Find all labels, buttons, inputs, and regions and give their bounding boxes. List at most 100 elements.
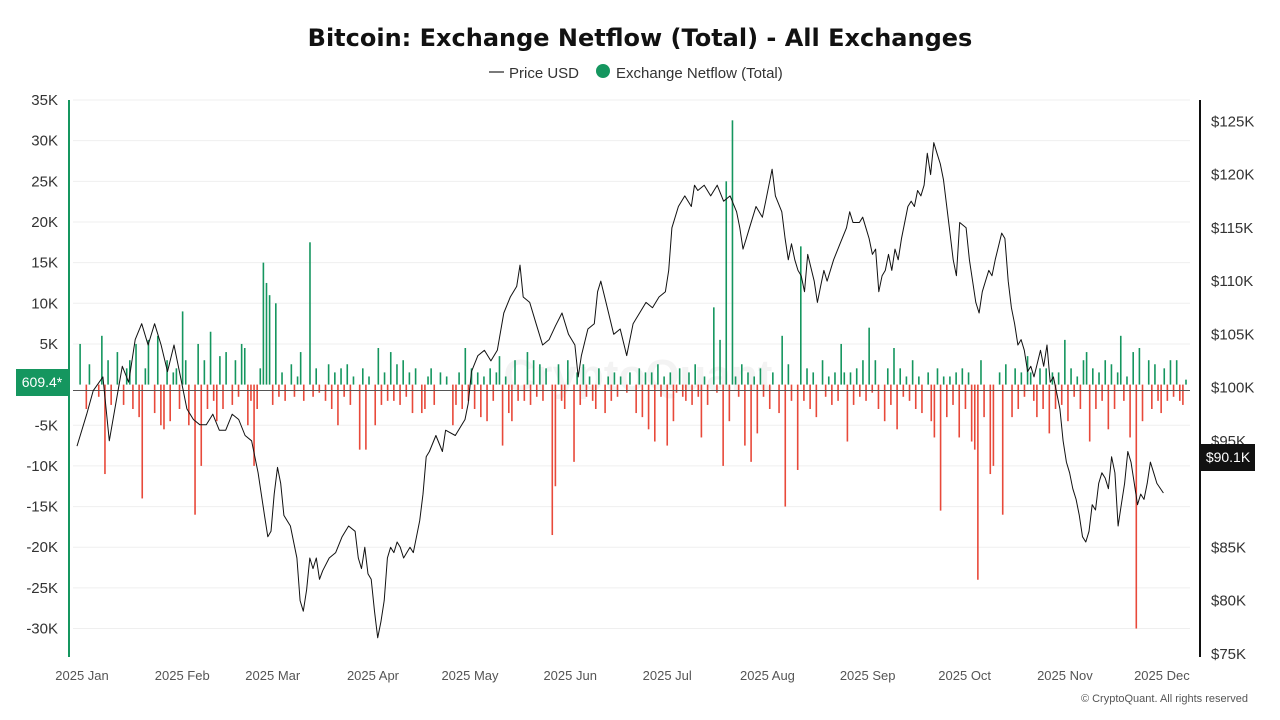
left-tick-label: 15K: [31, 255, 58, 272]
netflow-bar-outflow: [85, 384, 88, 409]
netflow-bar-outflow: [1182, 384, 1184, 405]
netflow-bar-outflow: [160, 384, 162, 426]
netflow-bar-outflow: [318, 384, 321, 393]
netflow-bar-outflow: [883, 384, 886, 422]
netflow-bar-outflow: [1036, 384, 1038, 418]
netflow-bar-outflow: [256, 384, 258, 409]
right-tick-label: $80K: [1211, 593, 1246, 610]
legend-item-netflow[interactable]: Exchange Netflow (Total): [596, 64, 783, 82]
netflow-bar-outflow: [1166, 384, 1169, 401]
netflow-bar-outflow: [393, 384, 395, 401]
netflow-bar-inflow: [644, 372, 647, 385]
netflow-bar-inflow: [1154, 364, 1156, 385]
netflow-bar-outflow: [1101, 384, 1103, 401]
netflow-bar-outflow: [1048, 384, 1051, 434]
netflow-bar-inflow: [1098, 372, 1100, 385]
netflow-bar-outflow: [1141, 384, 1144, 422]
netflow-bar-outflow: [284, 384, 286, 401]
netflow-bar-outflow: [480, 384, 482, 418]
netflow-bar-inflow: [166, 360, 168, 385]
netflow-bar-outflow: [675, 384, 678, 393]
netflow-bar-outflow: [169, 384, 171, 422]
netflow-bar-inflow: [1163, 368, 1166, 385]
x-tick-label: 2025 May: [441, 668, 499, 683]
netflow-bar-inflow: [526, 352, 529, 385]
netflow-bar-outflow: [573, 384, 575, 462]
x-tick-label: 2025 Sep: [840, 668, 896, 683]
netflow-bar-outflow: [1060, 384, 1063, 405]
netflow-bar-outflow: [946, 384, 948, 418]
netflow-bar-outflow: [1079, 384, 1082, 409]
netflow-bar-inflow: [309, 242, 311, 385]
x-tick-label: 2025 Nov: [1037, 668, 1093, 683]
netflow-bar-inflow: [107, 360, 109, 385]
netflow-bar-outflow: [790, 384, 793, 401]
netflow-bar-inflow: [747, 372, 749, 385]
netflow-bar-inflow: [576, 372, 578, 385]
netflow-bar-outflow: [337, 384, 339, 426]
netflow-bar-outflow: [1095, 384, 1097, 409]
right-tick-label: $125K: [1211, 113, 1254, 130]
netflow-bar-outflow: [386, 384, 389, 401]
netflow-bar-inflow: [911, 360, 914, 385]
netflow-bar-outflow: [977, 384, 979, 580]
x-axis-ticks: 2025 Jan 2025 Feb 2025 Mar 2025 Apr 2025 May…: [55, 668, 1190, 683]
netflow-bar-inflow: [567, 360, 569, 385]
netflow-bar-outflow: [610, 384, 613, 401]
netflow-bar-outflow: [247, 384, 249, 426]
legend-item-price[interactable]: Price USD: [489, 65, 579, 82]
netflow-bar-outflow: [970, 384, 973, 442]
netflow-bar-outflow: [744, 384, 746, 446]
netflow-bar-outflow: [511, 384, 513, 422]
netflow-bar-inflow: [268, 295, 271, 385]
netflow-bar-inflow: [905, 376, 908, 385]
netflow-bar-outflow: [330, 384, 333, 409]
netflow-bar-inflow: [299, 352, 302, 385]
netflow-bar-outflow: [706, 384, 709, 405]
netflow-bar-inflow: [281, 372, 283, 385]
netflow-bar-inflow: [918, 376, 920, 385]
netflow-bar-inflow: [855, 368, 858, 385]
netflow-bar-inflow: [1092, 368, 1094, 385]
x-tick-label: 2025 Jan: [55, 668, 109, 683]
netflow-bar-inflow: [694, 364, 696, 385]
current-netflow-label: 609.4*: [22, 374, 63, 390]
gridlines: [73, 99, 1190, 630]
x-tick-label: 2025 Feb: [155, 668, 210, 683]
netflow-bar-inflow: [812, 372, 815, 385]
legend[interactable]: Price USD Exchange Netflow (Total): [489, 64, 783, 82]
netflow-bar-inflow: [1070, 368, 1072, 385]
netflow-bar-outflow: [1042, 384, 1044, 409]
netflow-bar-outflow: [194, 384, 196, 515]
netflow-bar-outflow: [1107, 384, 1110, 430]
netflow-bar-inflow: [1085, 352, 1088, 385]
netflow-bar-inflow: [781, 335, 783, 385]
netflow-bar-outflow: [700, 384, 703, 438]
netflow-bar-outflow: [796, 384, 799, 470]
netflow-bar-outflow: [768, 384, 771, 409]
netflow-bar-outflow: [1151, 384, 1153, 409]
netflow-bar-inflow: [1064, 339, 1066, 385]
netflow-bar-inflow: [719, 339, 721, 385]
netflow-bar-outflow: [691, 384, 693, 405]
netflow-bar-inflow: [290, 364, 293, 385]
netflow-bar-outflow: [933, 384, 936, 438]
right-tick-label: $120K: [1211, 167, 1254, 184]
right-tick-label: $100K: [1211, 380, 1254, 397]
netflow-bar-outflow: [455, 384, 457, 405]
netflow-bar-inflow: [1045, 368, 1048, 385]
netflow-bar-outflow: [594, 384, 597, 409]
netflow-bar-inflow: [240, 343, 243, 385]
netflow-bar-outflow: [930, 384, 933, 422]
netflow-bar-inflow: [713, 307, 715, 385]
netflow-bar-inflow: [219, 356, 221, 385]
netflow-bar-inflow: [740, 364, 743, 385]
netflow-bar-outflow: [215, 384, 218, 422]
netflow-bar-outflow: [153, 384, 156, 414]
netflow-bar-outflow: [722, 384, 724, 466]
netflow-bar-inflow: [470, 368, 473, 385]
netflow-dot-icon: [596, 64, 610, 78]
netflow-bar-outflow: [1123, 384, 1125, 401]
netflow-bar-outflow: [809, 384, 811, 409]
netflow-bar-inflow: [389, 352, 392, 385]
